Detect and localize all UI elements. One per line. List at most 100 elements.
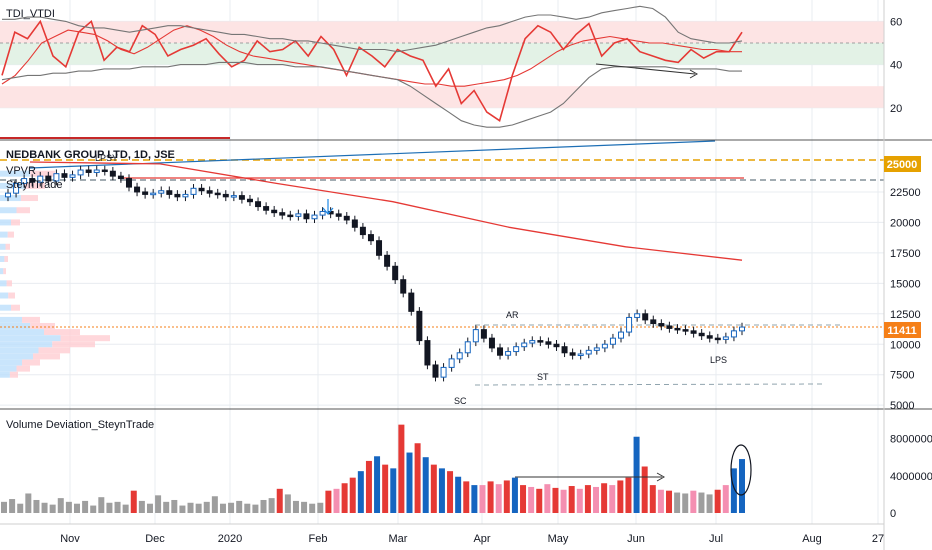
volume-bar: [455, 476, 462, 513]
candle-body: [529, 340, 536, 344]
volume-bar: [9, 499, 16, 513]
volume-bar: [406, 452, 413, 513]
vpvr-bar-down: [4, 255, 8, 262]
candle-body: [408, 292, 415, 312]
volume-bar: [682, 493, 689, 513]
candle-body: [158, 190, 165, 194]
tdi-pane-title: TDI_VTDI: [6, 8, 55, 20]
candle-body: [182, 193, 189, 198]
volume-bar: [292, 500, 299, 513]
volume-bar: [739, 459, 745, 513]
candle-body: [21, 178, 28, 184]
vpvr-bar-down: [8, 292, 15, 299]
candles: [5, 165, 745, 382]
vpvr-bar-up: [0, 255, 5, 262]
candle-body: [392, 265, 399, 281]
volume-bar: [552, 487, 559, 513]
candle-body: [376, 240, 383, 256]
volume-bar: [341, 483, 348, 513]
candle-body: [279, 212, 286, 216]
vpvr-bar-down: [6, 280, 12, 287]
volume-bar: [130, 490, 137, 513]
candle-body: [553, 343, 560, 348]
tdi-y-tick: 40: [890, 60, 902, 72]
vpvr-bar-up: [0, 322, 31, 329]
volume-bar: [374, 456, 381, 513]
vpvr-bar-up: [0, 207, 17, 214]
candle-body: [505, 351, 512, 356]
volume-bar: [17, 503, 24, 513]
volume-highlight-ellipse: [730, 444, 752, 496]
volume-bar: [82, 500, 89, 513]
volume-bar: [714, 489, 721, 513]
volume-bar: [666, 490, 673, 513]
tdi-series-line: [2, 5, 743, 53]
candle-body: [642, 313, 649, 321]
candle-body: [101, 169, 108, 173]
vpvr-bar-up: [0, 182, 25, 189]
candle-body: [134, 186, 141, 193]
level-badge: 25000: [884, 156, 921, 172]
candle-body: [698, 332, 705, 337]
vpvr-bar-down: [52, 341, 95, 348]
volume-bar: [698, 492, 705, 513]
volume-bar: [447, 471, 454, 513]
candle-body: [166, 190, 173, 195]
tdi-zone: [0, 86, 884, 108]
red-bar-marker: [0, 137, 230, 139]
range-bottom-line: [474, 383, 826, 386]
price-y-tick: 20000: [890, 217, 921, 229]
candle-body: [650, 319, 657, 325]
candle-body: [424, 340, 431, 366]
tdi-y-tick: 60: [890, 16, 902, 28]
vpvr-bar-down: [16, 365, 30, 372]
candle-body: [626, 316, 633, 333]
volume-bar: [317, 502, 324, 513]
volume-bar: [155, 495, 162, 513]
price-y-tick: 22500: [890, 187, 921, 199]
volume-bar: [674, 492, 681, 513]
candle-body: [174, 193, 181, 198]
vpvr-bar-down: [11, 304, 20, 311]
candle-body: [142, 191, 149, 195]
candle-body: [271, 209, 278, 214]
candle-body: [448, 358, 455, 368]
candle-body: [230, 195, 237, 198]
vpvr-bar-up: [0, 329, 44, 336]
annotation-ar: AR: [506, 310, 519, 320]
vpvr-bar-up: [0, 304, 11, 311]
vpvr-bar-up: [0, 292, 9, 299]
candle-body: [400, 279, 407, 294]
candle-body: [246, 198, 253, 203]
volume-bar: [244, 503, 251, 513]
volume-bar: [179, 505, 186, 513]
candle-body: [456, 352, 463, 360]
candle-body: [77, 169, 84, 176]
volume-bar: [325, 490, 332, 513]
tdi-zone: [0, 21, 884, 44]
volume-bar: [98, 497, 105, 513]
vpvr-bar-up: [0, 243, 6, 250]
candle-body: [37, 175, 44, 183]
x-tick-label: Mar: [389, 533, 408, 545]
vpvr-bar-down: [3, 268, 6, 275]
candle-body: [287, 214, 294, 218]
volume-bar: [106, 502, 113, 513]
x-tick-label: Jul: [709, 533, 723, 545]
candle-body: [206, 190, 213, 194]
candle-body: [609, 337, 616, 345]
volume-bar: [487, 481, 494, 513]
vpvr-bar-down: [30, 322, 55, 329]
volume-bar: [301, 501, 308, 513]
candle-body: [497, 347, 504, 356]
candle-body: [263, 206, 270, 211]
vpvr-bar-down: [60, 335, 110, 342]
candle-body: [117, 175, 124, 180]
candle-body: [714, 337, 721, 341]
vpvr-bar-up: [0, 316, 22, 323]
volume-bar: [422, 457, 429, 513]
candle-body: [69, 174, 76, 178]
candle-body: [5, 192, 11, 198]
candle-body: [61, 173, 68, 178]
legend-steyntrade: SteynTrade: [6, 179, 62, 191]
